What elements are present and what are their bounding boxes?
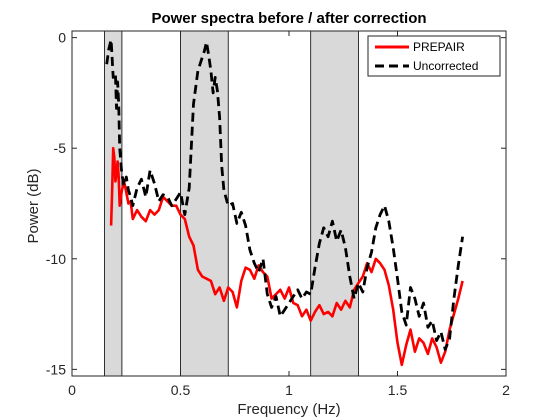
y-tick-label: -15 — [46, 361, 66, 377]
series-line-prepair — [109, 146, 464, 367]
series-lines — [105, 38, 464, 367]
y-tick-label: -10 — [46, 251, 66, 267]
x-tick-label: 0.5 — [171, 382, 191, 398]
shaded-band-3 — [310, 30, 359, 377]
axis-ticks: 0 0.5 1 1.5 2 0 -5 -10 -15 — [46, 30, 510, 398]
legend-label: PREPAIR — [413, 40, 465, 54]
chart-title: Power spectra before / after correction — [151, 10, 426, 27]
legend: PREPAIR Uncorrected — [367, 35, 501, 77]
x-tick-label: 0 — [68, 382, 76, 398]
y-tick-label: 0 — [58, 30, 66, 46]
y-axis-label: Power (dB) — [25, 168, 42, 243]
y-tick-label: -5 — [54, 140, 67, 156]
legend-box — [367, 35, 501, 77]
x-tick-label: 1.5 — [388, 382, 408, 398]
x-axis-label: Frequency (Hz) — [237, 401, 340, 418]
shaded-bands — [104, 30, 359, 377]
x-tick-label: 1 — [285, 382, 293, 398]
legend-label: Uncorrected — [413, 59, 478, 73]
x-tick-label: 2 — [502, 382, 510, 398]
series-line-uncorrected — [105, 38, 464, 351]
